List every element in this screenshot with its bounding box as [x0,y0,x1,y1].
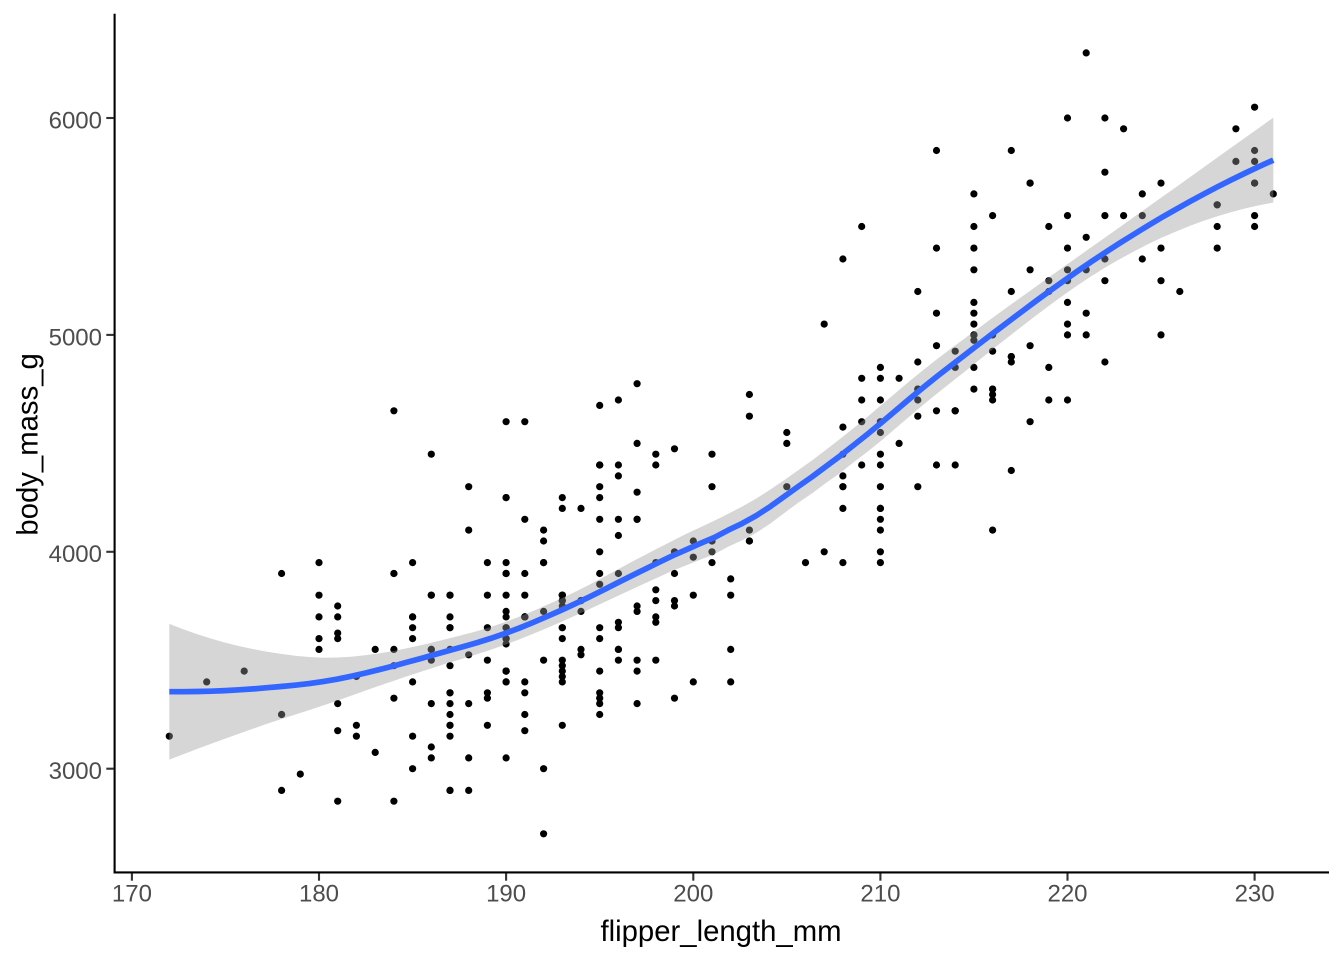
svg-text:200: 200 [673,881,713,908]
svg-text:4000: 4000 [49,541,102,568]
svg-text:220: 220 [1047,881,1087,908]
svg-text:6000: 6000 [49,107,102,134]
svg-text:190: 190 [486,881,526,908]
svg-text:body_mass_g: body_mass_g [12,353,45,535]
svg-text:5000: 5000 [49,324,102,351]
svg-text:180: 180 [299,881,339,908]
svg-text:flipper_length_mm: flipper_length_mm [600,915,841,948]
svg-text:3000: 3000 [49,758,102,785]
svg-text:210: 210 [860,881,900,908]
svg-text:170: 170 [112,881,152,908]
svg-text:230: 230 [1235,881,1275,908]
